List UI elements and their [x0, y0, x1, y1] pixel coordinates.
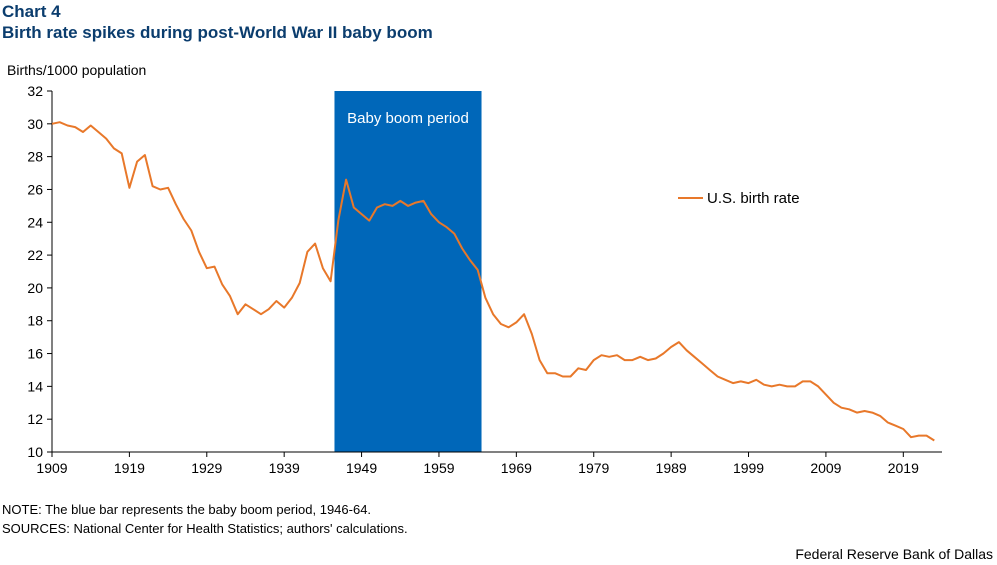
y-tick-label: 32 — [27, 83, 43, 99]
x-tick-label: 2009 — [810, 460, 841, 476]
y-axis-label: Births/1000 population — [7, 62, 147, 78]
x-tick-label: 1979 — [578, 460, 609, 476]
x-tick-label: 1989 — [656, 460, 687, 476]
chart-plot-area: Baby boom period 10 12 14 16 18 20 22 24 26 28 30 3… — [27, 83, 942, 476]
birth-rate-line — [51, 121, 935, 442]
chart-sources: SOURCES: National Center for Health Stat… — [2, 521, 408, 536]
y-tick-label: 30 — [27, 116, 43, 132]
y-tick-label: 14 — [27, 378, 43, 394]
y-tick-label: 28 — [27, 149, 43, 165]
x-tick-label: 1969 — [501, 460, 532, 476]
publisher-credit: Federal Reserve Bank of Dallas — [795, 546, 993, 562]
y-tick-label: 18 — [27, 313, 43, 329]
chart-note: NOTE: The blue bar represents the baby b… — [2, 502, 372, 517]
chart-title: Birth rate spikes during post-World War … — [2, 23, 433, 42]
x-tick-label: 2019 — [888, 460, 919, 476]
y-tick-label: 20 — [27, 280, 43, 296]
y-tick-label: 10 — [27, 444, 43, 460]
baby-boom-band-label: Baby boom period — [347, 110, 469, 127]
y-tick-label: 16 — [27, 346, 43, 362]
x-tick-label: 1959 — [423, 460, 454, 476]
x-tick-label: 1939 — [269, 460, 300, 476]
x-tick-label: 1999 — [733, 460, 764, 476]
y-tick-label: 26 — [27, 181, 43, 197]
x-tick-label: 1909 — [36, 460, 67, 476]
x-tick-label: 1919 — [114, 460, 145, 476]
x-tick-label: 1949 — [346, 460, 377, 476]
legend-label: U.S. birth rate — [707, 190, 800, 207]
baby-boom-band — [334, 91, 482, 452]
x-tick-label: 1929 — [191, 460, 222, 476]
y-tick-label: 12 — [27, 411, 43, 427]
y-tick-label: 24 — [27, 214, 43, 230]
chart-number: Chart 4 — [2, 2, 61, 21]
y-tick-label: 22 — [27, 247, 43, 263]
